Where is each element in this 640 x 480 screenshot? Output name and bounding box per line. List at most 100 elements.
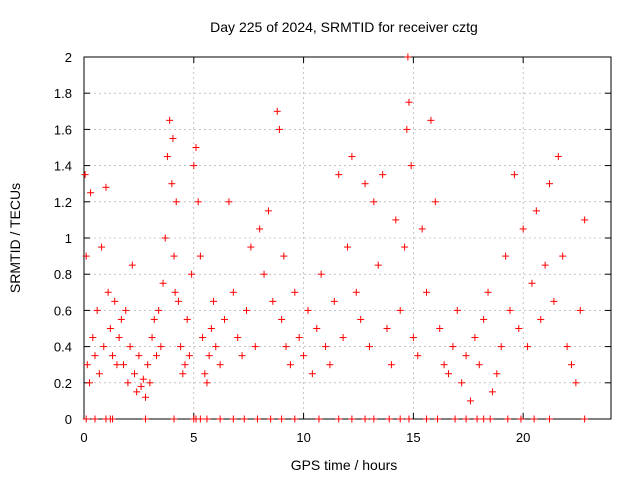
data-point (550, 297, 558, 305)
data-point (216, 415, 224, 423)
data-point (291, 288, 299, 296)
data-point (405, 415, 413, 423)
y-tick-label: 0 (65, 412, 72, 427)
data-point (344, 243, 351, 251)
x-tick-label: 15 (406, 430, 420, 445)
data-point (423, 415, 431, 423)
data-point (510, 171, 518, 179)
data-point (537, 315, 545, 323)
data-point (322, 343, 330, 351)
data-point (205, 352, 213, 360)
data-point (475, 361, 483, 369)
data-point (109, 352, 117, 360)
data-point (104, 288, 112, 296)
data-point (493, 370, 501, 378)
data-point (199, 334, 207, 342)
data-point (335, 171, 343, 179)
data-point (280, 252, 288, 260)
data-point (352, 288, 360, 296)
data-point (396, 306, 404, 314)
data-point (87, 189, 95, 197)
data-point (267, 415, 275, 423)
data-point (234, 334, 242, 342)
data-point (357, 315, 365, 323)
y-axis: 0 0.2 0.4 0.6 0.8 1 1.2 1.4 1.6 1.8 2 (54, 50, 611, 427)
data-point (559, 252, 567, 260)
data-point (240, 415, 248, 423)
data-point (172, 198, 180, 206)
data-point (304, 306, 312, 314)
data-point (330, 297, 338, 305)
data-point (445, 370, 453, 378)
data-point (581, 415, 589, 423)
data-point (181, 361, 189, 369)
data-point (106, 325, 114, 332)
data-point (530, 415, 538, 423)
data-point (462, 352, 470, 360)
data-point (201, 370, 209, 378)
data-point (396, 415, 404, 423)
data-point (139, 375, 147, 383)
y-tick-label: 0.6 (54, 303, 72, 318)
y-tick-label: 0.2 (54, 376, 72, 391)
data-point (506, 306, 514, 314)
data-point (221, 315, 229, 323)
data-point (451, 415, 459, 423)
data-point (166, 116, 174, 124)
y-axis-label: SRMTID / TECUs (7, 183, 23, 293)
data-point (177, 343, 185, 351)
data-point (113, 361, 121, 369)
data-point (91, 352, 99, 360)
y-tick-label: 2 (65, 50, 72, 65)
data-point (473, 415, 481, 423)
data-point (242, 306, 250, 314)
data-point (497, 343, 505, 351)
data-point (563, 343, 571, 351)
data-point (207, 325, 215, 332)
data-point (169, 134, 177, 142)
data-point (98, 243, 106, 251)
y-tick-label: 0.4 (54, 340, 72, 355)
data-point (361, 180, 369, 188)
data-point (414, 352, 422, 360)
data-point (83, 361, 91, 369)
data-point (365, 343, 373, 351)
data-point (546, 415, 554, 423)
data-point (157, 343, 165, 351)
data-point (238, 352, 246, 360)
data-point (174, 297, 182, 305)
data-point (146, 379, 154, 387)
data-point (488, 388, 496, 396)
data-point (308, 370, 316, 378)
data-point (326, 361, 334, 369)
data-point (486, 415, 494, 423)
data-point (528, 279, 536, 287)
data-point (392, 216, 400, 224)
data-point (269, 297, 277, 305)
data-point (581, 216, 589, 224)
data-point (480, 315, 488, 323)
x-tick-label: 5 (190, 430, 197, 445)
data-point (517, 415, 525, 423)
data-point (137, 382, 145, 390)
data-point (436, 325, 444, 332)
data-point (502, 252, 510, 260)
data-point (403, 125, 411, 133)
data-point (229, 415, 237, 423)
data-point (317, 270, 325, 278)
data-point (404, 53, 412, 61)
data-point (256, 225, 264, 233)
data-point (453, 306, 461, 314)
data-point (225, 198, 233, 206)
data-point (480, 415, 488, 423)
data-point (458, 379, 466, 387)
data-point (190, 162, 198, 170)
data-point (515, 325, 523, 332)
data-point (251, 343, 259, 351)
data-point (383, 325, 391, 332)
data-point (210, 297, 218, 305)
data-point (159, 279, 167, 287)
data-point (171, 288, 179, 296)
data-point (418, 225, 426, 233)
data-point (122, 306, 130, 314)
